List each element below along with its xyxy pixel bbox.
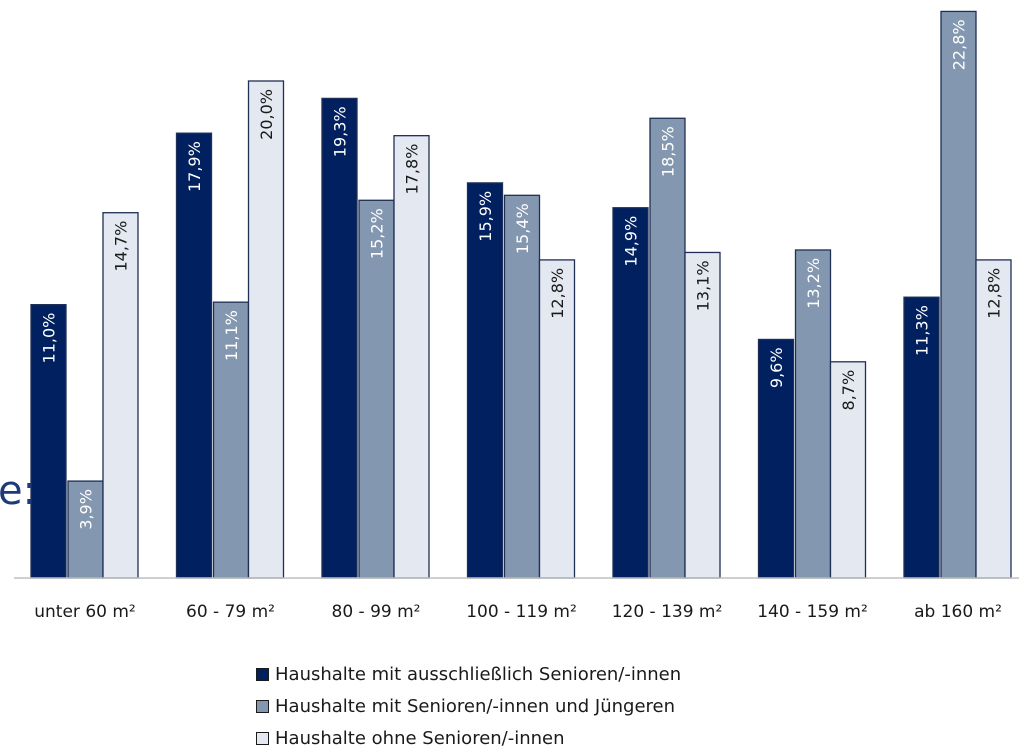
bar-chart: 11,0% 3,9% 14,7% unter 60 m² 17,9% 11,1% 20,0%… <box>14 10 1019 622</box>
category-label: 140 - 159 m² <box>757 602 868 622</box>
legend-swatch <box>256 699 269 713</box>
bar <box>684 251 721 579</box>
bar <box>247 80 285 579</box>
data-label: 13,1% <box>694 260 713 311</box>
category-label: unter 60 m² <box>34 602 135 622</box>
legend: Haushalte mit ausschließlich Senioren/-i… <box>256 658 681 754</box>
category-label: 80 - 99 m² <box>332 602 421 622</box>
legend-label: Haushalte mit Senioren/-innen und Jünger… <box>275 695 676 717</box>
data-label: 3,9% <box>77 489 96 530</box>
data-label: 20,0% <box>257 89 276 140</box>
category-label: 120 - 139 m² <box>612 602 723 622</box>
data-label: 9,6% <box>767 347 786 388</box>
data-label: 8,7% <box>839 370 858 411</box>
data-label: 19,3% <box>331 106 350 157</box>
data-label: 11,1% <box>222 310 241 361</box>
data-label: 11,3% <box>913 305 932 356</box>
data-label: 15,2% <box>368 208 387 259</box>
legend-swatch <box>256 667 269 681</box>
data-label: 14,7% <box>112 221 131 272</box>
data-label: 12,8% <box>548 268 567 319</box>
side-text-fragment: e: <box>0 468 37 514</box>
data-label: 17,8% <box>403 144 422 195</box>
bar <box>794 249 832 579</box>
category-label: ab 160 m² <box>914 602 1002 622</box>
data-label: 14,9% <box>622 216 641 267</box>
bar <box>175 132 213 579</box>
legend-item-seniors-and-younger: Haushalte mit Senioren/-innen und Jünger… <box>256 690 681 722</box>
data-label: 17,9% <box>185 141 204 192</box>
legend-item-seniors-only: Haushalte mit ausschließlich Senioren/-i… <box>256 658 681 690</box>
data-label: 15,4% <box>513 203 532 254</box>
data-label: 22,8% <box>950 19 969 70</box>
bar <box>940 10 977 579</box>
data-label: 12,8% <box>985 268 1004 319</box>
bar <box>102 212 139 579</box>
category-label: 100 - 119 m² <box>466 602 577 622</box>
legend-label: Haushalte ohne Senioren/-innen <box>275 727 565 749</box>
data-label: 15,9% <box>476 191 495 242</box>
legend-item-no-seniors: Haushalte ohne Senioren/-innen <box>256 722 681 754</box>
bar <box>393 135 430 579</box>
data-label: 13,2% <box>804 258 823 309</box>
bar <box>649 117 686 579</box>
legend-label: Haushalte mit ausschließlich Senioren/-i… <box>275 663 682 685</box>
bar <box>757 338 795 579</box>
data-label: 18,5% <box>659 126 678 177</box>
bar <box>67 480 104 579</box>
category-label: 60 - 79 m² <box>186 602 275 622</box>
bar <box>538 259 576 579</box>
bar <box>466 182 504 579</box>
bar <box>321 97 358 579</box>
legend-swatch <box>256 731 269 745</box>
data-label: 11,0% <box>40 313 59 364</box>
bar <box>30 303 67 579</box>
bar <box>903 296 940 579</box>
